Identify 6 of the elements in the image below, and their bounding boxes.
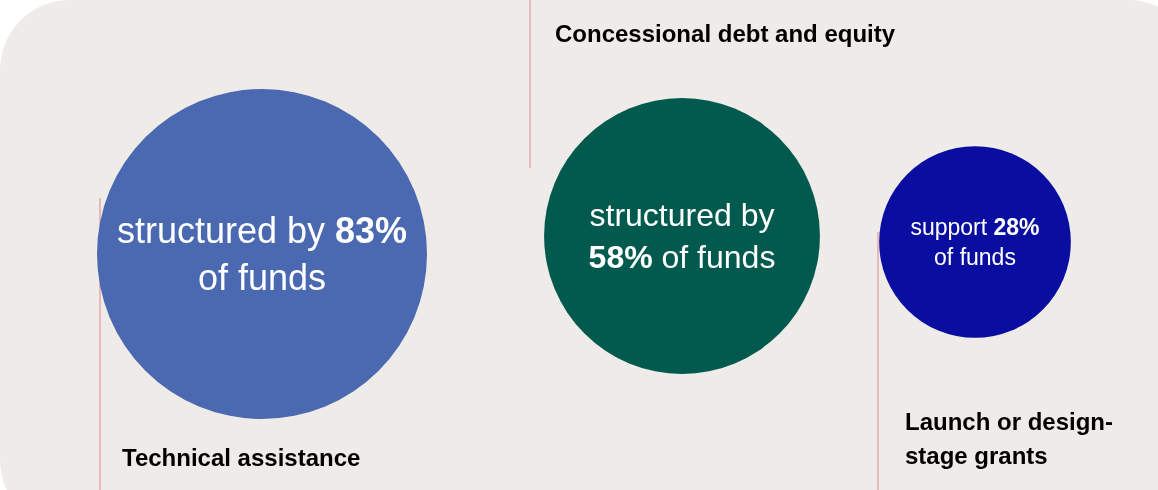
category-label: Launch or design-stage grants: [905, 408, 1114, 469]
category-label: Concessional debt and equity: [555, 20, 896, 47]
data-label: structured by 58% of funds: [588, 197, 776, 275]
data-label: support 28% of funds: [910, 214, 1040, 270]
data-label: structured by 83% of funds: [116, 210, 408, 298]
category-label: Technical assistance: [122, 444, 361, 471]
